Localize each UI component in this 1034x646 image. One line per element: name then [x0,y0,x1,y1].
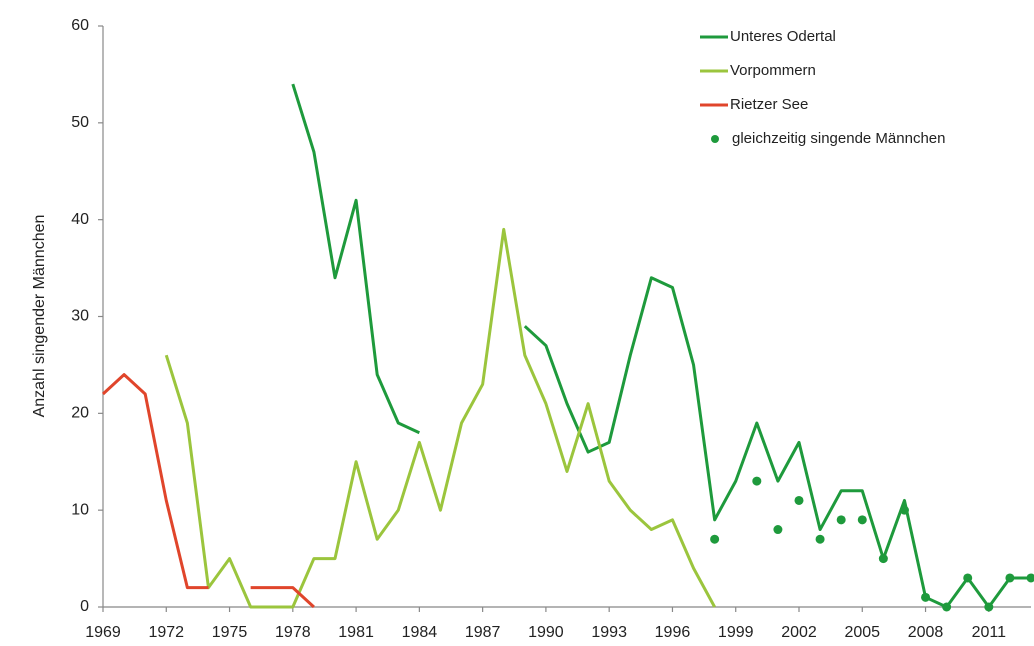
data-point [836,515,846,525]
legend-label: Vorpommern [730,62,816,79]
x-tick-label: 1972 [148,624,184,641]
x-tick-label: 2008 [908,624,944,641]
data-point [815,534,825,544]
data-point [773,525,783,535]
series-line [101,373,315,609]
y-tick-label: 10 [71,501,89,518]
legend-label: gleichzeitig singende Männchen [732,130,945,147]
legend-label: Unteres Odertal [730,28,836,45]
data-point [1005,573,1015,583]
data-point [963,573,973,583]
x-tick-label: 1999 [718,624,754,641]
y-tick-label: 20 [71,405,89,422]
x-tick-label: 1987 [465,624,501,641]
x-tick-label: 1993 [591,624,627,641]
x-tick-label: 2011 [972,624,1007,641]
data-point [921,592,931,602]
x-tick-label: 1978 [275,624,311,641]
x-tick-label: 1996 [655,624,691,641]
series-line [291,83,1031,609]
data-point [857,515,867,525]
legend-label: Rietzer See [730,96,808,113]
y-tick-label: 0 [80,598,89,615]
data-point [899,505,909,515]
x-tick-label: 1990 [528,624,564,641]
y-tick-label: 60 [71,17,89,34]
x-tick-label: 1975 [212,624,248,641]
series-line [164,227,716,609]
x-tick-label: 1984 [402,624,438,641]
y-axis-label: Anzahl singender Männchen [31,215,48,418]
y-tick-label: 50 [71,114,89,131]
data-point [878,554,888,564]
x-tick-label: 1969 [85,624,121,641]
data-point [942,602,952,612]
data-point [794,495,804,505]
data-point [984,602,994,612]
data-point [1026,573,1034,583]
x-tick-label: 2002 [781,624,817,641]
x-tick-label: 2005 [844,624,880,641]
y-tick-label: 30 [71,308,89,325]
y-tick-label: 40 [71,211,89,228]
x-tick-label: 1981 [338,624,374,641]
data-point [710,534,720,544]
legend-marker [711,135,719,143]
data-point [752,476,762,486]
